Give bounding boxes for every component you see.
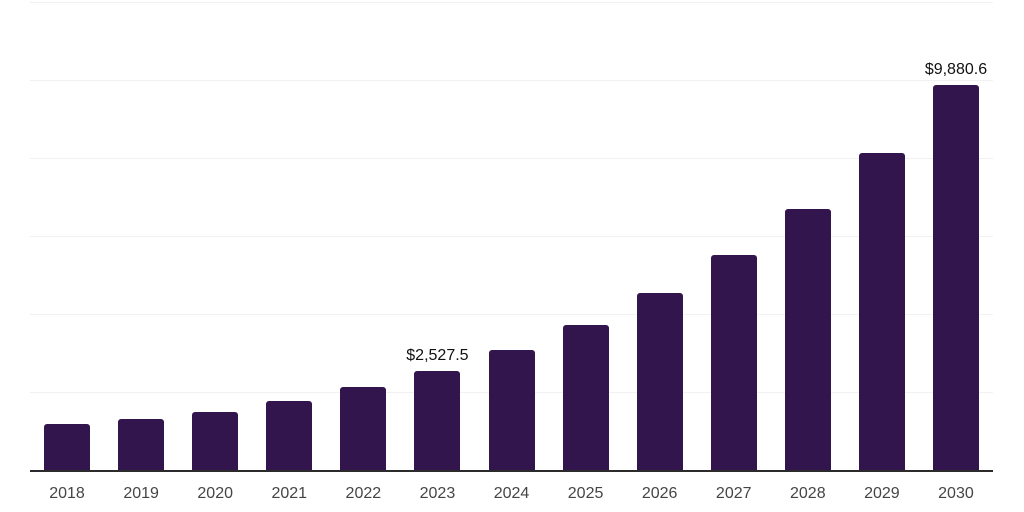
bar-2028[interactable] (784, 209, 831, 470)
x-tick-label-2018: 2018 (49, 485, 85, 502)
bar-2022[interactable] (340, 386, 387, 470)
bar-2021[interactable] (266, 400, 313, 470)
value-label-2023: $2,527.5 (406, 347, 469, 365)
bar-2020[interactable] (192, 411, 239, 470)
x-tick-label-2020: 2020 (197, 485, 233, 502)
gridline (30, 2, 993, 3)
bar-2024[interactable] (488, 350, 535, 470)
bar-2026[interactable] (636, 293, 683, 470)
x-tick-label-2029: 2029 (864, 485, 900, 502)
x-axis-labels: 2018 2019 2020 2021 2022 2023 2024 2025 2026 2027… (30, 484, 993, 504)
gridline (30, 158, 993, 159)
bar-2019[interactable] (118, 419, 165, 470)
x-tick-label-2026: 2026 (641, 485, 678, 502)
plot-area: $2,527.5 $9,880.6 (30, 2, 993, 470)
gridline (30, 314, 993, 315)
x-tick-label-2025: 2025 (567, 485, 604, 502)
bar-2025[interactable] (562, 324, 609, 470)
x-axis-line (30, 470, 993, 472)
x-tick-label-2027: 2027 (715, 485, 752, 502)
bar-2018[interactable] (44, 424, 91, 470)
gridline (30, 236, 993, 237)
x-tick-label-2022: 2022 (345, 485, 382, 502)
x-tick-label-2030: 2030 (938, 485, 974, 502)
bar-2030[interactable] (932, 84, 979, 470)
bar-2027[interactable] (710, 255, 757, 470)
x-tick-label-2024: 2024 (493, 485, 530, 502)
gridline (30, 80, 993, 81)
bar-2029[interactable] (858, 152, 905, 470)
x-tick-label-2021: 2021 (271, 485, 308, 502)
bar-2023[interactable] (414, 371, 461, 470)
x-tick-label-2019: 2019 (123, 485, 159, 502)
x-tick-label-2028: 2028 (790, 485, 826, 502)
value-label-2030: $9,880.6 (924, 60, 988, 78)
x-tick-label-2023: 2023 (419, 485, 456, 502)
